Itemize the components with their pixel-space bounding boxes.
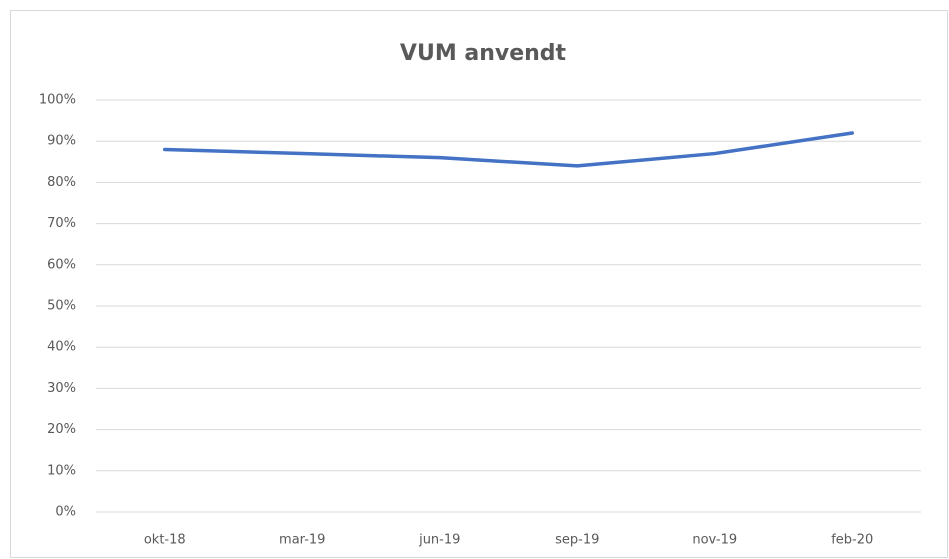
y-tick-label: 30% xyxy=(47,381,76,396)
y-tick-label: 90% xyxy=(47,134,76,149)
x-tick-label: mar-19 xyxy=(279,533,325,548)
line-series xyxy=(163,131,854,168)
y-tick-label: 40% xyxy=(47,340,76,355)
x-tick-label: jun-19 xyxy=(418,533,460,548)
x-tick-label: nov-19 xyxy=(692,533,737,548)
y-tick-label: 20% xyxy=(47,422,76,437)
x-tick-label: okt-18 xyxy=(144,533,186,548)
chart-title: VUM anvendt xyxy=(400,41,567,66)
chart-frame xyxy=(10,10,948,558)
y-tick-label: 0% xyxy=(55,505,76,520)
y-tick-label: 80% xyxy=(47,175,76,190)
y-tick-label: 10% xyxy=(47,463,76,478)
x-tick-label: feb-20 xyxy=(831,533,873,548)
y-tick-label: 60% xyxy=(47,257,76,272)
x-tick-label: sep-19 xyxy=(555,533,599,548)
y-tick-label: 70% xyxy=(47,216,76,231)
y-tick-label: 50% xyxy=(47,299,76,314)
y-tick-label: 100% xyxy=(39,93,76,108)
